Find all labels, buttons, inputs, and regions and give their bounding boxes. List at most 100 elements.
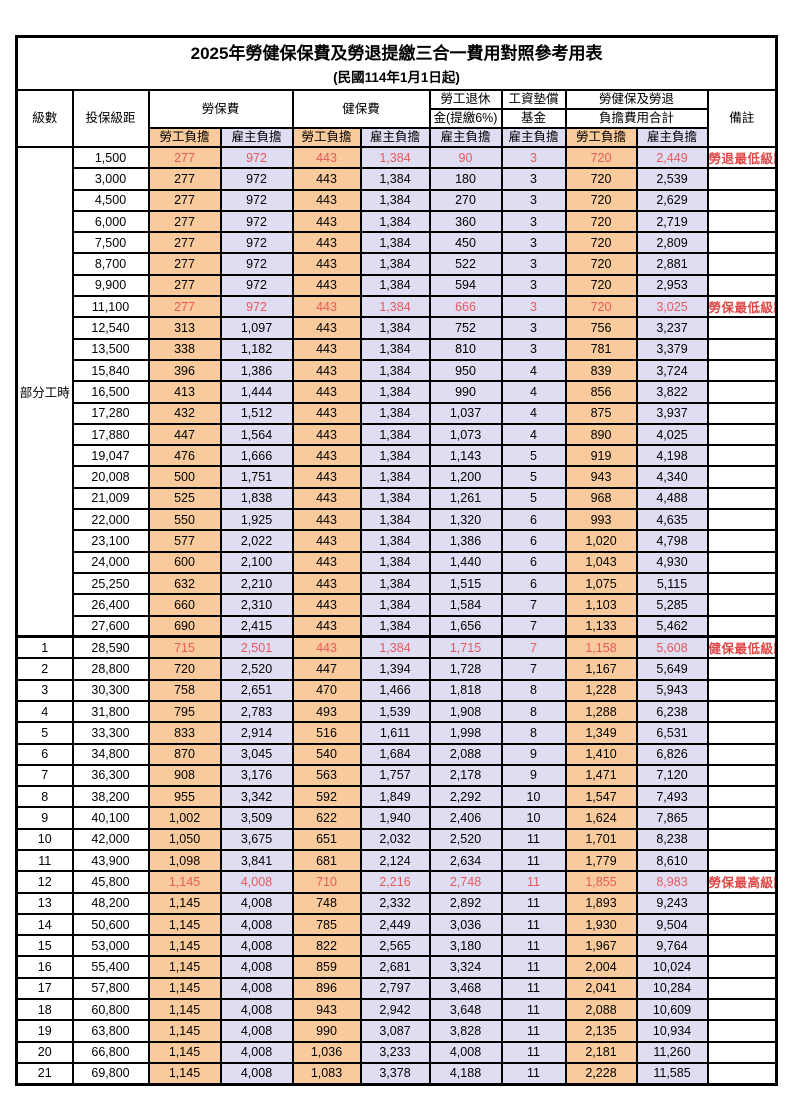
level-group-part-time: 部分工時: [15, 146, 74, 638]
remark-cell: 勞保最低級距: [706, 295, 778, 319]
labor-employee-cell: 476: [147, 444, 222, 468]
fund-employer-cell: 7: [500, 593, 567, 617]
pension-employer-cell: 2,088: [428, 742, 503, 766]
pension-employer-cell: 1,073: [428, 422, 503, 447]
pension-employer-cell: 1,584: [428, 593, 503, 617]
bracket-cell: 16,500: [71, 380, 150, 404]
labor-employee-cell: 577: [147, 529, 222, 553]
table-row: 19,047 476 1,666 443 1,384 1,143 5 919 4,198: [17, 444, 778, 468]
fund-employer-cell: 8: [500, 678, 567, 702]
total-employer-cell: 2,881: [635, 252, 709, 276]
labor-employee-cell: 1,145: [147, 955, 222, 979]
total-employer-cell: 5,608: [635, 635, 709, 660]
pension-employer-cell: 180: [428, 167, 503, 191]
fund-employer-cell: 3: [500, 316, 567, 340]
total-employee-cell: 1,471: [564, 763, 638, 788]
total-employer-cell: 3,937: [635, 401, 709, 425]
health-employer-cell: 2,332: [359, 891, 431, 915]
total-employee-cell: 720: [564, 167, 638, 191]
total-employee-cell: 720: [564, 231, 638, 255]
health-employee-cell: 859: [291, 955, 362, 979]
labor-employer-cell: 2,501: [219, 635, 294, 660]
remark-cell: [706, 848, 778, 873]
total-employee-cell: 1,103: [564, 593, 638, 617]
remark-cell: [706, 316, 778, 340]
health-employee-cell: 990: [291, 1019, 362, 1043]
total-employee-cell: 2,088: [564, 998, 638, 1022]
bracket-cell: 28,800: [71, 657, 150, 681]
bracket-cell: 21,009: [71, 486, 150, 511]
total-employee-cell: 2,041: [564, 976, 638, 1001]
pension-employer-cell: 1,715: [428, 635, 503, 660]
labor-employee-cell: 447: [147, 422, 222, 447]
table-row: 18 60,800 1,145 4,008 943 2,942 3,648 11 2,088 10…: [15, 998, 778, 1022]
table-row: 2 28,800 720 2,520 447 1,394 1,728 7 1,167 5,649: [15, 657, 778, 681]
level-cell: 20: [15, 1040, 74, 1064]
total-employee-cell: 720: [564, 145, 638, 170]
page-title: 2025年勞健保保費及勞退提繳三合一費用對照參考用表: [190, 44, 603, 63]
table-row: 20,008 500 1,751 443 1,384 1,200 5 943 4,340: [17, 465, 778, 489]
pension-employer-cell: 990: [428, 380, 503, 404]
total-employer-cell: 4,635: [635, 508, 709, 532]
remark-cell: 勞保最高級距: [706, 870, 778, 894]
table-row: 13,500 338 1,182 443 1,384 810 3 781 3,379: [17, 337, 778, 361]
fund-employer-cell: 6: [500, 529, 567, 553]
labor-employee-cell: 1,145: [147, 1019, 222, 1043]
level-cell: 10: [15, 827, 74, 852]
health-employer-cell: 1,384: [359, 358, 431, 383]
health-employer-cell: 1,394: [359, 657, 431, 681]
total-employee-cell: 875: [564, 401, 638, 425]
pension-employer-cell: 1,143: [428, 444, 503, 468]
total-employee-cell: 890: [564, 422, 638, 447]
table-row: 13 48,200 1,145 4,008 748 2,332 2,892 11 1,893 9,…: [15, 891, 778, 915]
labor-employee-cell: 758: [147, 678, 222, 702]
total-employer-cell: 2,953: [635, 273, 709, 298]
health-employer-cell: 2,797: [359, 976, 431, 1001]
pension-employer-cell: 1,515: [428, 571, 503, 596]
labor-employer-cell: 1,925: [219, 508, 294, 532]
total-employee-cell: 1,288: [564, 699, 638, 724]
fund-employer-cell: 6: [500, 550, 567, 574]
labor-employee-cell: 660: [147, 593, 222, 617]
pension-employer-cell: 2,178: [428, 763, 503, 788]
health-employee-cell: 622: [291, 806, 362, 830]
total-employer-cell: 10,024: [635, 955, 709, 979]
subheader-health-employee: 勞工負擔: [291, 127, 362, 148]
total-employee-cell: 2,135: [564, 1019, 638, 1043]
health-employer-cell: 1,384: [359, 167, 431, 191]
remark-cell: [706, 167, 778, 191]
total-employee-cell: 1,547: [564, 785, 638, 809]
level-cell: 9: [15, 806, 74, 830]
level-cell: 15: [15, 934, 74, 958]
header-total-line2: 負擔費用合計: [564, 108, 709, 129]
fund-employer-cell: 3: [500, 337, 567, 361]
health-employee-cell: 443: [291, 358, 362, 383]
fund-employer-cell: 3: [500, 209, 567, 234]
fund-employer-cell: 4: [500, 422, 567, 447]
bracket-cell: 57,800: [71, 976, 150, 1001]
total-employer-cell: 9,504: [635, 912, 709, 937]
labor-employer-cell: 3,675: [219, 827, 294, 852]
total-employer-cell: 5,649: [635, 657, 709, 681]
total-employer-cell: 6,238: [635, 699, 709, 724]
total-employee-cell: 720: [564, 252, 638, 276]
total-employee-cell: 1,349: [564, 721, 638, 745]
bracket-cell: 11,100: [71, 295, 150, 319]
total-employee-cell: 720: [564, 188, 638, 212]
fund-employer-cell: 5: [500, 444, 567, 468]
bracket-cell: 22,000: [71, 508, 150, 532]
level-cell: 11: [15, 848, 74, 873]
remark-cell: 勞退最低級距: [706, 145, 778, 170]
labor-employee-cell: 277: [147, 295, 222, 319]
bracket-cell: 28,590: [71, 635, 150, 660]
table-row: 5 33,300 833 2,914 516 1,611 1,998 8 1,349 6,531: [15, 721, 778, 745]
health-employer-cell: 1,384: [359, 145, 431, 170]
total-employer-cell: 4,930: [635, 550, 709, 574]
table-row: 6 34,800 870 3,045 540 1,684 2,088 9 1,410 6,826: [15, 742, 778, 766]
fund-employer-cell: 6: [500, 571, 567, 596]
labor-employer-cell: 3,176: [219, 763, 294, 788]
table-row: 12 45,800 1,145 4,008 710 2,216 2,748 11 1,855 8,…: [15, 870, 778, 894]
health-employee-cell: 443: [291, 167, 362, 191]
total-employer-cell: 7,493: [635, 785, 709, 809]
pension-employer-cell: 2,520: [428, 827, 503, 852]
